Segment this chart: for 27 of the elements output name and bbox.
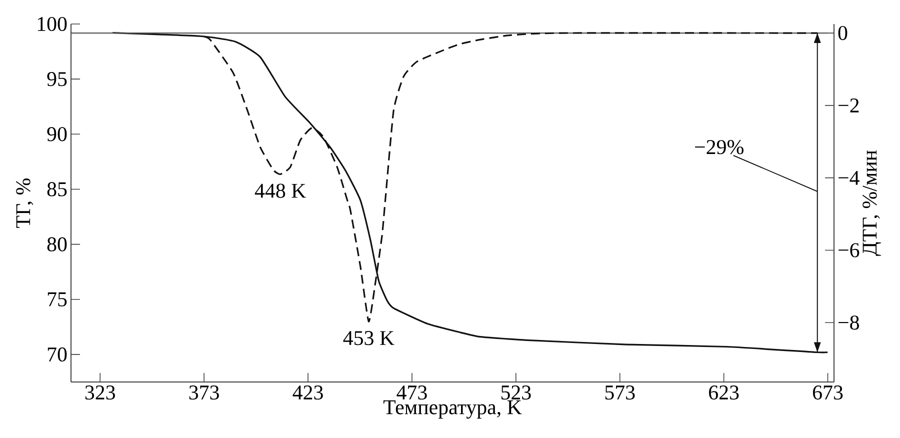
x-tick-label: 373 xyxy=(189,386,219,400)
y2-tick-label: −2 xyxy=(838,98,859,112)
x-tick-label: 623 xyxy=(709,386,739,400)
y-tick-label: 95 xyxy=(47,72,67,86)
line-series xyxy=(112,32,828,354)
x-tick-label: 523 xyxy=(501,386,531,400)
annotation: 453 K xyxy=(343,331,394,346)
x-tick-label: 573 xyxy=(605,386,635,400)
y-tick-label: 100 xyxy=(38,16,67,32)
annotation: 448 K xyxy=(254,184,306,198)
y-tick-label: 75 xyxy=(48,292,67,306)
y-axis-title: ТГ, % xyxy=(16,178,34,228)
x-tick-label: 323 xyxy=(85,386,115,400)
x-tick-label: 473 xyxy=(396,386,427,400)
annotation: −29% xyxy=(695,140,744,154)
x-axis-title: Температура, K xyxy=(383,400,522,419)
y-tick-label: 80 xyxy=(47,237,67,252)
y2-tick-label: 0 xyxy=(838,26,848,40)
y2-tick-label: −4 xyxy=(838,170,860,185)
x-tick-label: 423 xyxy=(292,386,323,400)
y-tick-label: 70 xyxy=(48,347,67,362)
x-tick-label: 673 xyxy=(812,386,843,400)
y2-tick-label: −6 xyxy=(838,243,860,258)
y-tick-label: 85 xyxy=(47,182,67,196)
y2-axis-title: ДТГ, %/мин xyxy=(862,150,881,256)
y2-tick-label: −8 xyxy=(838,316,859,330)
y-tick-label: 90 xyxy=(47,127,67,142)
